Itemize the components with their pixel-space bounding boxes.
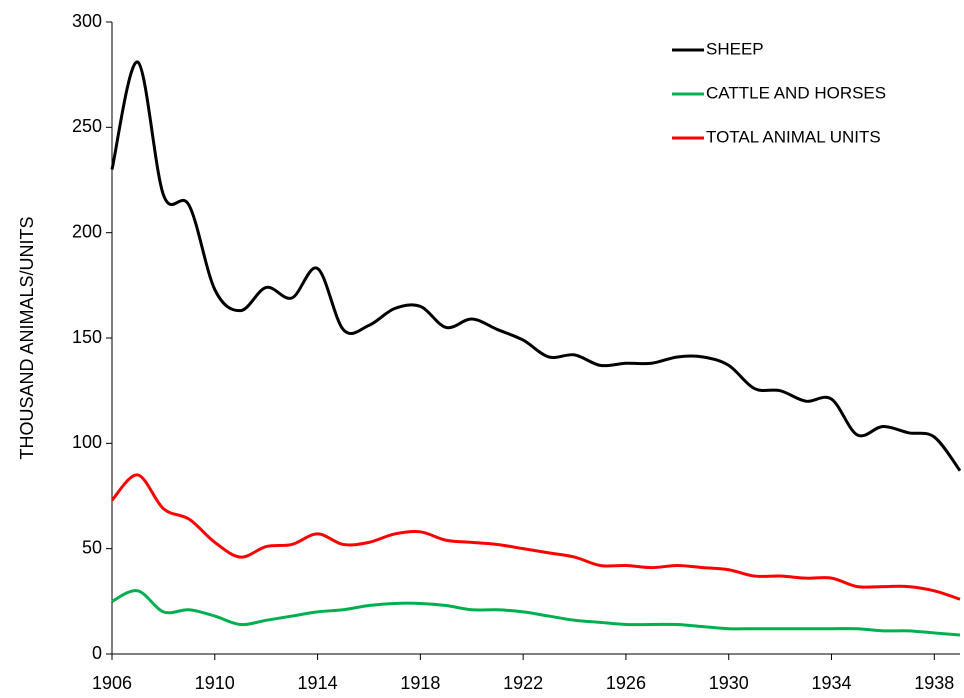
series-line <box>110 60 962 472</box>
x-tick-label: 1910 <box>195 673 235 693</box>
y-tick-label: 50 <box>82 537 102 557</box>
y-axis-label: THOUSAND ANIMALS/UNITS <box>17 216 37 459</box>
x-tick-label: 1918 <box>400 673 440 693</box>
x-tick-label: 1934 <box>811 673 851 693</box>
y-tick-label: 300 <box>72 11 102 31</box>
legend-label: CATTLE AND HORSES <box>706 83 886 102</box>
x-tick-label: 1938 <box>914 673 954 693</box>
legend-label: SHEEP <box>706 39 764 58</box>
x-tick-label: 1914 <box>298 673 338 693</box>
y-tick-label: 0 <box>92 643 102 663</box>
x-tick-label: 1922 <box>503 673 543 693</box>
y-tick-label: 200 <box>72 221 102 241</box>
y-tick-label: 150 <box>72 327 102 347</box>
y-tick-label: 250 <box>72 116 102 136</box>
x-tick-label: 1926 <box>606 673 646 693</box>
legend-label: TOTAL ANIMAL UNITS <box>706 127 881 146</box>
x-tick-label: 1930 <box>709 673 749 693</box>
y-tick-label: 100 <box>72 432 102 452</box>
series-line <box>110 473 961 601</box>
series-line <box>111 589 961 637</box>
x-tick-label: 1906 <box>92 673 132 693</box>
